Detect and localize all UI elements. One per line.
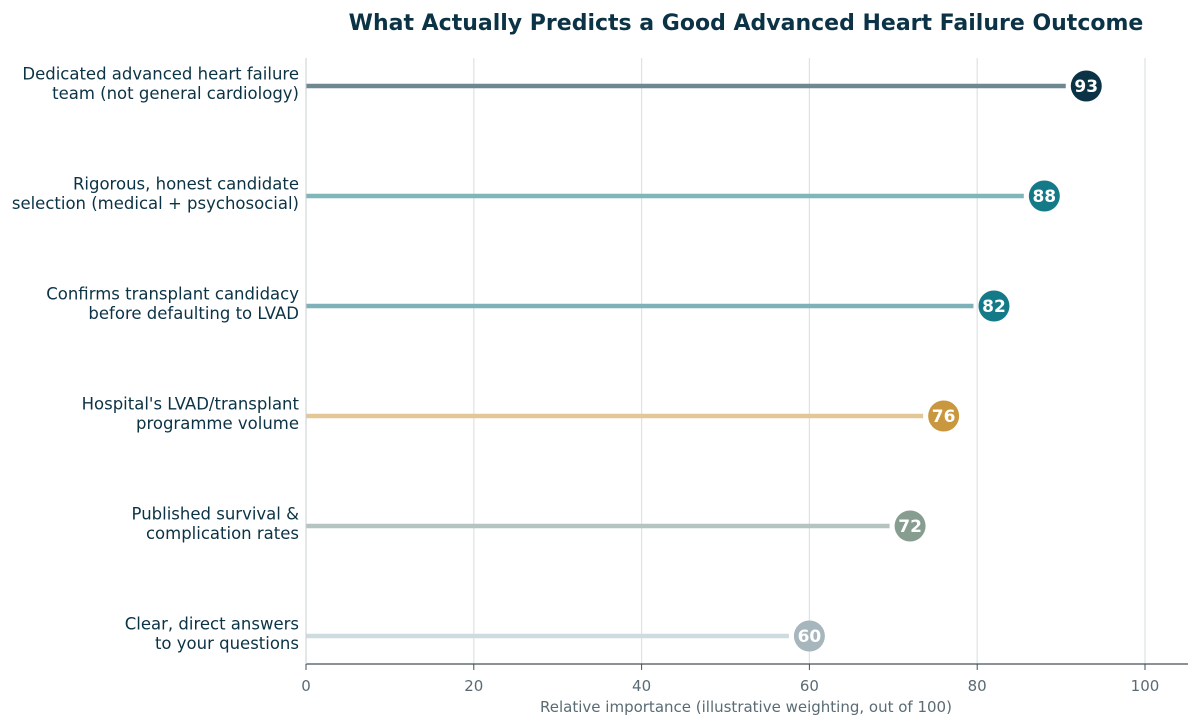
dot-6 xyxy=(793,620,825,652)
dot-3 xyxy=(978,290,1010,322)
category-label-6-line-1: Clear, direct answers xyxy=(125,614,299,633)
dot-5 xyxy=(894,510,926,542)
value-label-4: 76 xyxy=(932,407,956,427)
dot-2 xyxy=(1028,180,1060,212)
x-axis-ticks: 0 20 40 60 80 100 xyxy=(301,664,1159,695)
value-label-3: 82 xyxy=(982,297,1006,317)
value-label-6: 60 xyxy=(798,627,822,647)
chart-title: What Actually Predicts a Good Advanced H… xyxy=(349,11,1144,36)
category-label-1-line-1: Dedicated advanced heart failure xyxy=(22,64,299,83)
value-label-1: 93 xyxy=(1074,77,1098,97)
x-tick-label-40: 40 xyxy=(632,677,651,695)
category-label-3-line-2: before defaulting to LVAD xyxy=(88,304,299,323)
lollipop-stems xyxy=(306,83,1066,639)
gridlines xyxy=(473,58,1146,664)
x-tick-label-100: 100 xyxy=(1131,677,1160,695)
category-label-3-line-1: Confirms transplant candidacy xyxy=(46,284,299,303)
category-label-5-line-1: Published survival & xyxy=(132,504,300,523)
x-tick-label-0: 0 xyxy=(301,677,311,695)
x-tick-label-80: 80 xyxy=(968,677,987,695)
category-label-4-line-1: Hospital's LVAD/transplant xyxy=(82,394,300,413)
category-label-1-line-2: team (not general cardiology) xyxy=(52,84,299,103)
dot-4 xyxy=(928,400,960,432)
x-axis-title: Relative importance (illustrative weight… xyxy=(540,698,952,716)
value-label-5: 72 xyxy=(898,517,922,537)
category-label-5-line-2: complication rates xyxy=(146,524,299,543)
x-tick-label-20: 20 xyxy=(464,677,483,695)
x-tick-label-60: 60 xyxy=(800,677,819,695)
category-label-2-line-1: Rigorous, honest candidate xyxy=(73,174,299,193)
dot-1 xyxy=(1070,70,1102,102)
lollipop-dots: 93 88 82 76 72 60 xyxy=(793,70,1102,652)
category-label-2-line-2: selection (medical + psychosocial) xyxy=(12,194,299,213)
category-label-4-line-2: programme volume xyxy=(136,414,299,433)
category-label-6-line-2: to your questions xyxy=(155,634,299,653)
value-label-2: 88 xyxy=(1032,187,1056,207)
